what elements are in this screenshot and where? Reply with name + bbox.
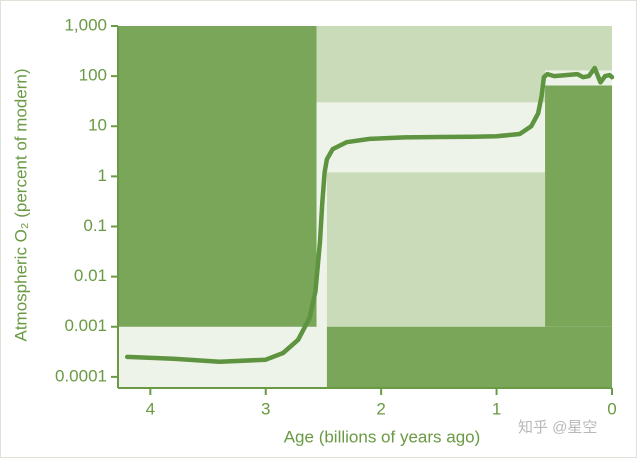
x-tick-label: 4 — [146, 399, 155, 418]
o2-curve — [124, 65, 615, 365]
y-tick-label: 0.001 — [64, 316, 107, 335]
x-tick-label: 0 — [607, 399, 616, 418]
constraint-region — [545, 85, 612, 327]
watermark: 知乎 @星空 — [518, 419, 597, 436]
y-tick-label: 0.01 — [74, 266, 107, 285]
x-tick-label: 3 — [261, 399, 270, 418]
y-tick-label: 1,000 — [64, 15, 107, 34]
constraint-region — [326, 172, 546, 327]
y-tick-label: 0.0001 — [55, 366, 107, 385]
constraint-region — [118, 26, 317, 327]
x-tick-label: 1 — [492, 399, 501, 418]
x-tick-label: 2 — [376, 399, 385, 418]
constraint-region — [316, 26, 546, 103]
y-tick-label: 100 — [79, 66, 107, 85]
constraint-region — [326, 326, 612, 388]
y-axis-label: Atmospheric O₂ (percent of modern) — [11, 68, 30, 341]
y-tick-label: 1 — [98, 166, 107, 185]
y-tick-label: 10 — [88, 116, 107, 135]
constraint-region — [545, 26, 612, 71]
x-axis-label: Age (billions of years ago) — [284, 427, 481, 446]
y-tick-label: 0.1 — [83, 216, 107, 235]
